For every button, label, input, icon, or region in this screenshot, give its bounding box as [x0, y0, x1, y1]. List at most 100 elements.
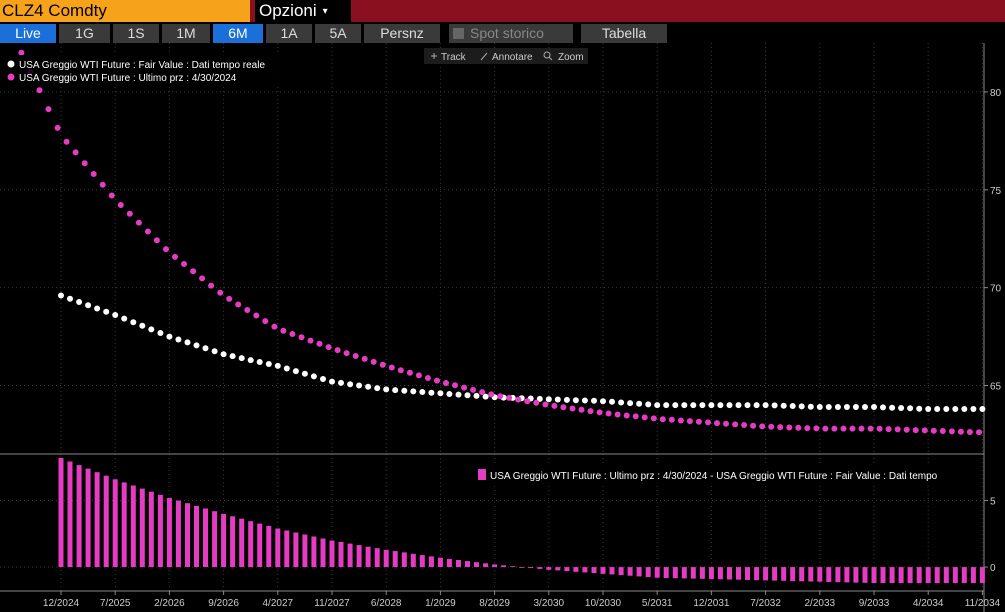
y-tick-label: 70 [990, 284, 1002, 295]
fair-value-point [437, 390, 444, 397]
last-price-point [343, 350, 350, 357]
fair-value-point [292, 368, 299, 375]
fair-value-point [265, 361, 272, 367]
last-price-point [813, 425, 820, 432]
security-ticker[interactable]: CLZ4 Comdty [0, 0, 250, 22]
spread-bar [835, 567, 841, 583]
spread-bar [808, 567, 814, 582]
spread-bar [58, 458, 64, 568]
last-price-point [894, 426, 901, 433]
last-price-point [81, 160, 88, 167]
last-price-point [443, 380, 449, 386]
x-tick-label: 9/2026 [208, 598, 239, 609]
fair-value-point [365, 383, 372, 390]
spot-storico-toggle[interactable]: Spot storico [449, 24, 573, 43]
spread-bar [338, 542, 344, 568]
last-price-point [506, 394, 513, 401]
pencil-icon[interactable] [480, 52, 488, 61]
last-price-point [632, 413, 639, 420]
spread-bar [139, 488, 145, 568]
fair-value-point [591, 397, 597, 404]
x-tick-label: 1/2029 [425, 598, 456, 609]
last-price-point [966, 429, 973, 435]
x-tick-label: 3/2030 [534, 598, 565, 609]
spread-bar [916, 567, 922, 584]
last-price-point [434, 377, 440, 384]
spot-storico-label: Spot storico [470, 25, 544, 41]
tab-tabella[interactable]: Tabella [581, 24, 667, 43]
tab-persnz[interactable]: Persnz [364, 24, 440, 43]
fair-value-point [301, 370, 308, 377]
fair-value-point [85, 302, 92, 309]
tab-6m[interactable]: 6M [213, 24, 263, 43]
last-price-point [72, 149, 79, 156]
spread-bar [85, 468, 91, 567]
tab-1s[interactable]: 1S [113, 24, 159, 43]
track-button[interactable]: Track [441, 52, 467, 63]
fair-value-point [464, 392, 471, 399]
last-price-point [587, 408, 594, 415]
last-price-point [714, 420, 720, 427]
fair-value-point [274, 362, 281, 369]
fair-value-point [428, 389, 435, 396]
spread-bar [952, 567, 958, 584]
spread-bar [329, 540, 335, 568]
last-price-point [831, 425, 838, 432]
spread-bar [392, 551, 398, 568]
last-price-point [903, 426, 910, 433]
fair-value-point [681, 402, 688, 409]
tab-5a[interactable]: 5A [315, 24, 361, 43]
last-price-point [307, 337, 314, 344]
last-price-point [424, 375, 431, 381]
fair-value-point [229, 353, 236, 360]
last-price-point [497, 393, 504, 400]
options-menu[interactable]: Opzioni ▾ [255, 0, 351, 22]
last-price-point [117, 202, 124, 208]
spread-bar [934, 567, 940, 584]
chart-area[interactable]: 65 70 75 80 0 5 12/2024 7/2025 2/2026 9/2026 4/20… [0, 43, 1005, 612]
fair-value-point [392, 387, 399, 394]
x-tick-label: 7/2032 [750, 598, 781, 609]
last-price-point [578, 406, 585, 413]
main-chart-grid [0, 43, 984, 454]
fair-value-point [880, 404, 886, 411]
crosshair-icon[interactable] [431, 53, 437, 59]
spread-bar [410, 553, 416, 568]
legend-spread: USA Greggio WTI Future : Ultimo prz : 4/… [490, 471, 938, 482]
fair-value-point [103, 308, 110, 315]
fair-value-point [67, 295, 73, 302]
tab-1a[interactable]: 1A [266, 24, 312, 43]
spread-bar [853, 567, 859, 583]
last-price-point [406, 369, 413, 376]
checkbox-icon [453, 28, 464, 39]
last-price-point [921, 427, 928, 434]
spread-bar [690, 567, 696, 579]
spread-bar [203, 508, 208, 567]
fair-value-point [247, 357, 254, 364]
spread-bar [663, 567, 669, 578]
last-price-point [957, 428, 964, 435]
fair-value-point [871, 404, 877, 410]
magnifier-icon[interactable] [543, 51, 553, 61]
fair-value-point [609, 398, 615, 405]
last-price-point [677, 417, 684, 424]
spread-bar [374, 548, 380, 567]
annotate-button[interactable]: Annotare [492, 52, 533, 63]
tab-1m[interactable]: 1M [162, 24, 210, 43]
spread-bar [943, 567, 949, 584]
caret-down-icon: ▾ [322, 5, 328, 17]
zoom-button[interactable]: Zoom [558, 52, 584, 63]
x-tick-label: 12/2031 [693, 598, 730, 609]
tab-1g[interactable]: 1G [59, 24, 110, 43]
spread-bar [419, 555, 425, 568]
y-tick-label: 5 [990, 497, 996, 508]
last-price-point [930, 427, 937, 434]
main-chart-series [18, 49, 986, 436]
last-price-point [479, 389, 486, 396]
fair-value-point [943, 406, 950, 412]
x-tick-label: 6/2028 [371, 598, 402, 609]
tab-live[interactable]: Live [0, 24, 56, 43]
last-price-point [822, 425, 829, 432]
fair-value-point [419, 389, 426, 395]
last-price-point [325, 344, 332, 351]
